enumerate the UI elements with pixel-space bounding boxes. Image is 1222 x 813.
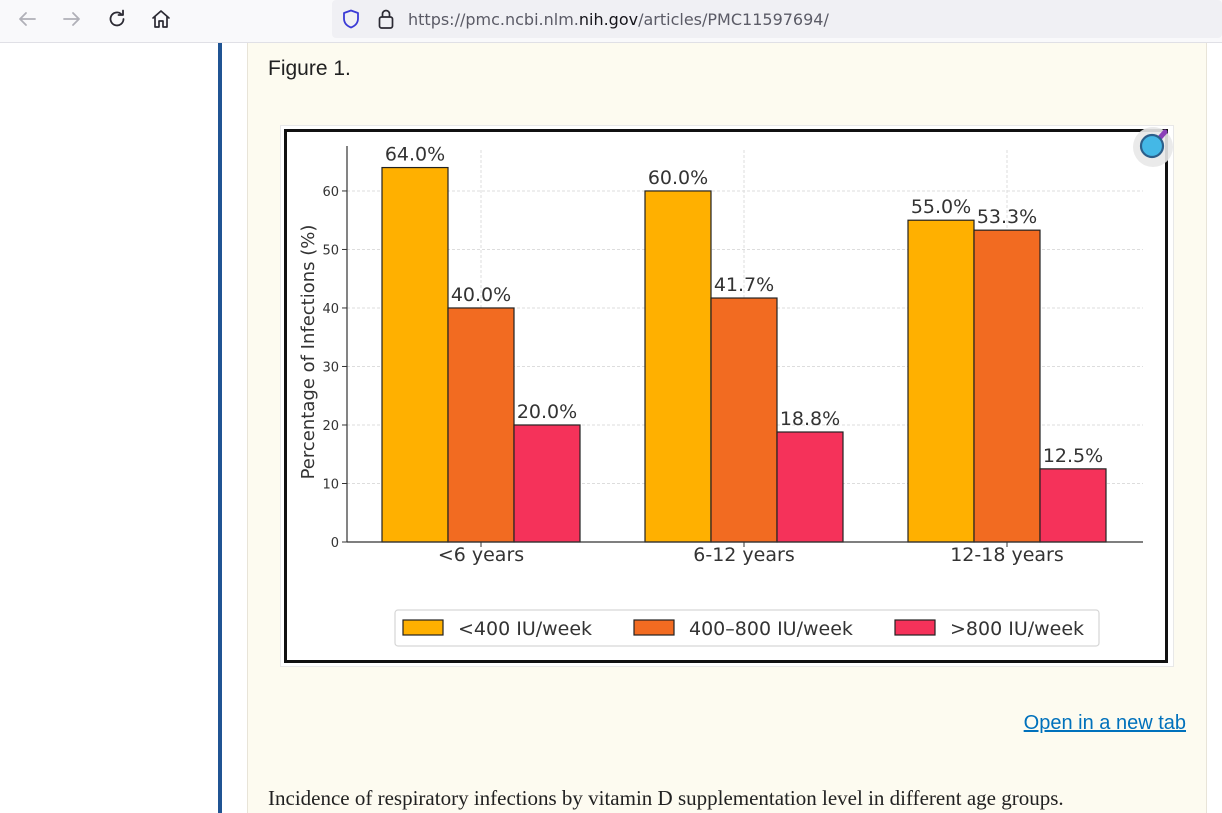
url-suffix: /articles/PMC11597694/ (638, 10, 829, 29)
y-tick-label: 10 (322, 477, 339, 492)
browser-toolbar: https://pmc.ncbi.nlm.nih.gov/articles/PM… (0, 0, 1222, 43)
data-label: 60.0% (648, 167, 708, 189)
legend-label: 400–800 IU/week (689, 618, 853, 640)
legend-label: <400 IU/week (458, 618, 592, 640)
y-tick-label: 60 (322, 185, 339, 200)
x-tick-label: 6-12 years (693, 544, 794, 566)
shield-icon[interactable] (341, 9, 361, 29)
data-label: 20.0% (517, 401, 577, 423)
chart-box: 0 10 20 30 40 50 60 64.0% 40.0% 20.0% <6 years 60.0… (284, 129, 1168, 663)
bar (710, 297, 778, 543)
legend-swatch (894, 619, 936, 636)
figure-caption: Incidence of respiratory infections by v… (268, 786, 1064, 810)
open-in-new-tab-link[interactable]: Open in a new tab (1023, 712, 1186, 734)
bar (1039, 468, 1107, 543)
bar-chart: 0 10 20 30 40 50 60 64.0% 40.0% 20.0% <6 years 60.0… (298, 144, 1143, 647)
data-label: 40.0% (451, 284, 511, 306)
magnify-icon[interactable] (1132, 126, 1174, 168)
bar (973, 229, 1041, 543)
bar (381, 166, 449, 543)
forward-icon[interactable] (55, 4, 89, 34)
url-prefix: https://pmc.ncbi.nlm. (408, 10, 579, 29)
data-label: 64.0% (385, 144, 445, 166)
bar (907, 219, 975, 543)
legend-swatch (633, 619, 675, 636)
legend-label: >800 IU/week (950, 618, 1084, 640)
address-bar[interactable]: https://pmc.ncbi.nlm.nih.gov/articles/PM… (332, 0, 1222, 38)
bar (644, 190, 712, 543)
data-label: 18.8% (780, 408, 840, 430)
left-accent-rule (218, 43, 222, 813)
y-axis-label: Percentage of Infections (%) (298, 225, 319, 480)
y-tick-label: 30 (322, 360, 339, 375)
data-label: 55.0% (911, 196, 971, 218)
y-tick-label: 40 (322, 302, 339, 317)
reload-icon[interactable] (100, 4, 134, 34)
data-label: 41.7% (714, 274, 774, 296)
bar (513, 424, 581, 543)
x-tick-label: <6 years (438, 544, 524, 566)
data-label: 53.3% (977, 206, 1037, 228)
legend (394, 609, 1100, 647)
legend-swatch (402, 619, 444, 636)
bar (447, 307, 515, 543)
home-icon[interactable] (144, 4, 178, 34)
data-label: 12.5% (1043, 445, 1103, 467)
bar (776, 431, 844, 543)
y-tick-label: 20 (322, 419, 339, 434)
lock-icon[interactable] (376, 8, 396, 30)
url-domain: nih.gov (578, 10, 639, 29)
y-tick-label: 0 (331, 536, 339, 551)
y-tick-label: 50 (322, 243, 339, 258)
x-tick-label: 12-18 years (950, 544, 1064, 566)
back-icon[interactable] (10, 4, 44, 34)
url-text[interactable]: https://pmc.ncbi.nlm.nih.gov/articles/PM… (408, 10, 829, 29)
figure-label: Figure 1. (268, 57, 351, 80)
